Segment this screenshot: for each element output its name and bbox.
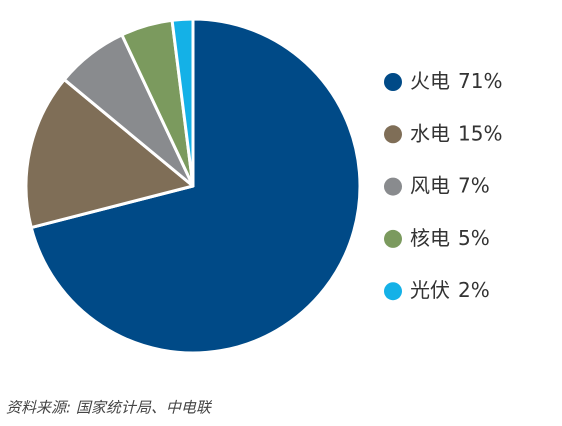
source-note: 资料来源: 国家统计局、中电联 [6, 399, 213, 417]
legend-label: 核电 5% [410, 225, 490, 249]
pie-slice [29, 17, 362, 355]
legend-name: 光伏 [410, 278, 450, 302]
legend-value: 5% [458, 225, 490, 249]
pie-slice [170, 17, 195, 188]
legend-name: 风电 [410, 173, 450, 197]
legend-swatch [384, 73, 402, 91]
legend-name: 水电 [410, 121, 450, 145]
legend-swatch [384, 229, 402, 248]
legend-label: 水电 15% [410, 121, 502, 145]
legend-label: 火电 71% [410, 69, 502, 93]
legend-value: 15% [458, 121, 502, 145]
legend-value: 7% [458, 173, 490, 197]
legend-value: 2% [458, 278, 490, 302]
pie-slice [24, 78, 195, 230]
legend-swatch [384, 125, 402, 144]
legend-label: 风电 7% [410, 173, 490, 197]
legend-name: 火电 [410, 69, 450, 93]
legend-value: 71% [458, 69, 502, 93]
legend-swatch [384, 282, 402, 301]
legend-swatch [384, 177, 402, 196]
legend-label: 光伏 2% [410, 278, 490, 302]
legend-name: 核电 [410, 225, 450, 249]
